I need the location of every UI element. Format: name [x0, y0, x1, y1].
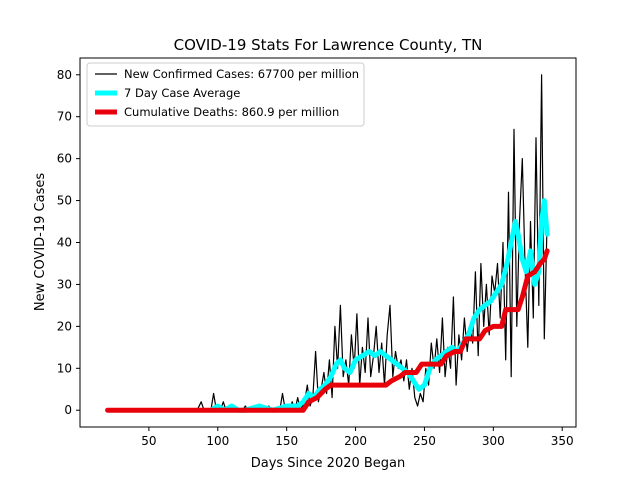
legend: New Confirmed Cases: 67700 per million 7… [86, 62, 365, 127]
legend-label-new-cases: New Confirmed Cases: 67700 per million [124, 67, 359, 81]
x-axis-label: Days Since 2020 Began [251, 456, 406, 471]
y-tick-label: 70 [57, 110, 72, 124]
legend-label-cumulative-deaths: Cumulative Deaths: 860.9 per million [124, 105, 339, 119]
series-layer [105, 74, 550, 413]
x-tick-label: 250 [413, 434, 436, 448]
y-axis-label: New COVID-19 Cases [33, 173, 48, 311]
y-tick-label: 10 [57, 361, 72, 375]
x-tick-label: 200 [344, 434, 367, 448]
legend-box [86, 62, 365, 127]
x-tick-label: 350 [551, 434, 574, 448]
x-tick-label: 50 [141, 434, 156, 448]
x-axis: 50 100 150 200 250 300 350 [141, 427, 574, 448]
y-tick-label: 20 [57, 319, 72, 333]
y-tick-label: 40 [57, 236, 72, 250]
y-axis: 0 10 20 30 40 50 60 70 80 [57, 68, 80, 417]
y-tick-label: 30 [57, 277, 72, 291]
x-tick-label: 100 [206, 434, 229, 448]
chart-title: COVID-19 Stats For Lawrence County, TN [174, 36, 483, 54]
series-line-cumulative-deaths [105, 248, 550, 413]
y-tick-label: 60 [57, 152, 72, 166]
y-tick-label: 50 [57, 194, 72, 208]
y-tick-label: 0 [64, 403, 72, 417]
plot-area [105, 74, 550, 413]
x-tick-label: 300 [482, 434, 505, 448]
x-tick-label: 150 [275, 434, 298, 448]
y-tick-label: 80 [57, 68, 72, 82]
legend-label-7day-average: 7 Day Case Average [124, 86, 240, 100]
